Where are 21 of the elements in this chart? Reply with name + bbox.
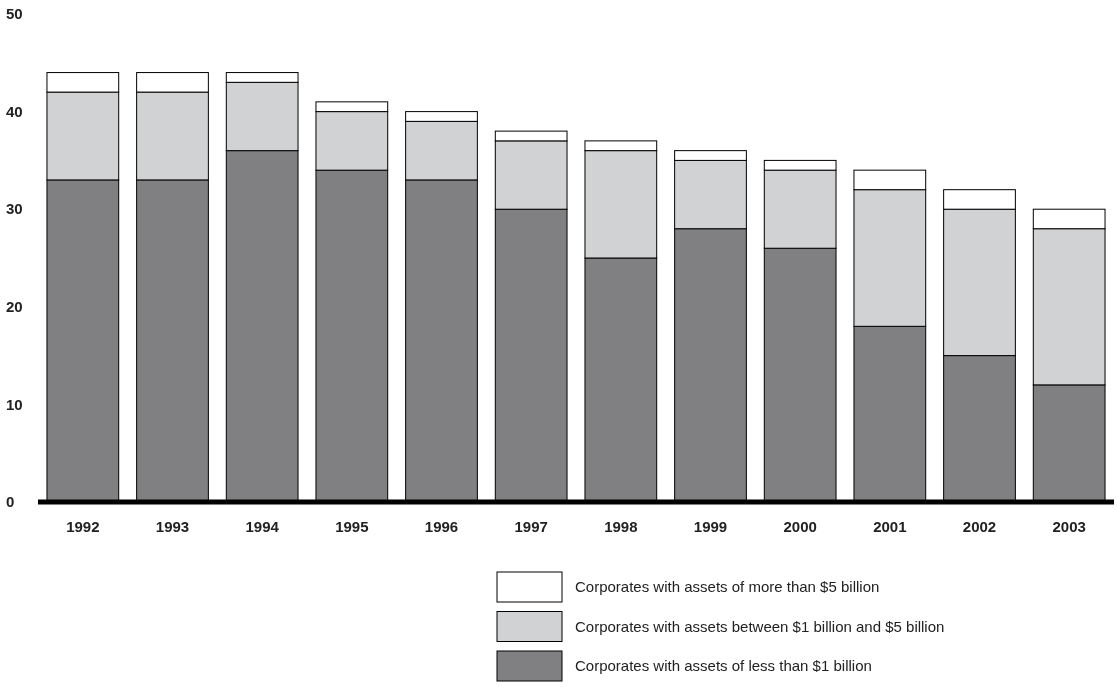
legend-label: Corporates with assets of more than $5 billion	[575, 578, 880, 596]
y-tick-label: 40	[6, 102, 23, 120]
y-tick-label: 50	[6, 5, 23, 23]
x-tick-label: 1997	[514, 518, 548, 535]
x-tick-label: 1996	[424, 518, 459, 535]
x-tick-label: 1994	[245, 518, 280, 535]
x-tick-label: 2000	[783, 518, 817, 535]
y-tick-label: 10	[6, 395, 23, 413]
x-tick-label: 2001	[873, 518, 907, 535]
x-tick-label: 1995	[335, 518, 369, 535]
y-tick-label: 30	[6, 200, 23, 218]
y-tick-label: 0	[6, 493, 15, 511]
x-tick-label: 2003	[1052, 518, 1086, 535]
x-tick-label: 1992	[66, 518, 100, 535]
legend-label: Corporates with assets of less than $1 billion	[575, 657, 872, 675]
y-tick-label: 20	[6, 298, 23, 316]
x-tick-label: 1999	[693, 518, 728, 535]
x-tick-label: 1998	[604, 518, 638, 535]
legend-label: Corporates with assets between $1 billion and $5 billion	[575, 617, 945, 635]
x-tick-label: 2002	[962, 518, 997, 535]
x-tick-label: 1993	[155, 518, 190, 535]
